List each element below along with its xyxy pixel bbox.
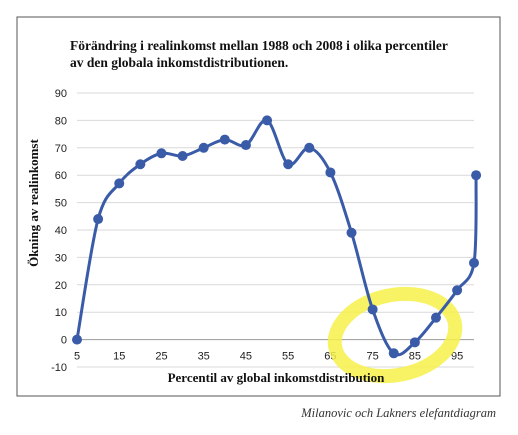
data-point: [262, 115, 273, 126]
y-tick-label: 0: [61, 335, 67, 347]
data-point: [219, 134, 230, 145]
y-tick-label: 60: [55, 170, 67, 182]
y-tick-label: 90: [55, 88, 67, 100]
data-point: [388, 348, 399, 359]
data-point: [304, 142, 315, 153]
data-point: [471, 170, 482, 181]
y-axis-label: Ökning av realinkomst: [26, 139, 41, 267]
data-point: [367, 304, 378, 315]
data-point: [72, 334, 82, 345]
y-tick-label: 30: [55, 252, 67, 264]
x-tick-label: 5: [74, 351, 80, 363]
data-point: [240, 140, 251, 151]
y-tick-label: -10: [51, 362, 67, 374]
data-point: [346, 227, 357, 238]
chart-frame: [16, 16, 501, 397]
highlight-ellipse: [327, 286, 463, 384]
data-point: [452, 285, 463, 296]
data-point: [156, 148, 167, 159]
data-point: [430, 312, 441, 323]
x-tick-labels: 5 15 25 35 45 55 65 75 85 95: [74, 351, 463, 363]
y-tick-label: 40: [55, 225, 67, 237]
data-point: [93, 214, 104, 225]
y-tick-label: 80: [55, 115, 67, 127]
x-tick-label: 85: [409, 351, 421, 363]
data-points: [72, 115, 482, 359]
x-tick-label: 75: [367, 351, 379, 363]
data-point: [283, 159, 294, 170]
chart-title-line-2: av den globala inkomstdistributionen.: [70, 55, 288, 70]
data-point: [135, 159, 146, 170]
data-point: [325, 167, 336, 178]
y-tick-label: 20: [55, 280, 67, 292]
x-tick-label: 55: [282, 351, 294, 363]
x-tick-label: 95: [451, 351, 463, 363]
data-point: [469, 257, 479, 268]
data-point: [198, 142, 209, 153]
data-point: [409, 337, 420, 348]
y-tick-label: 10: [55, 307, 67, 319]
y-tick-label: 50: [55, 198, 67, 210]
y-tick-label: 70: [55, 143, 67, 155]
data-point: [177, 151, 188, 162]
x-tick-label: 35: [198, 351, 210, 363]
x-tick-label: 15: [113, 351, 125, 363]
chart-title-line-1: Förändring i realinkomst mellan 1988 och…: [70, 38, 448, 53]
x-tick-label: 25: [155, 351, 167, 363]
x-axis-label: Percentil av global inkomstdistribution: [168, 370, 386, 385]
figure-caption: Milanovic och Lakners elefantdiagram: [301, 406, 496, 420]
x-tick-label: 45: [240, 351, 252, 363]
y-tick-labels: -10 0 10 20 30 40 50 60 70 80 90: [51, 88, 67, 374]
data-point: [114, 178, 125, 189]
